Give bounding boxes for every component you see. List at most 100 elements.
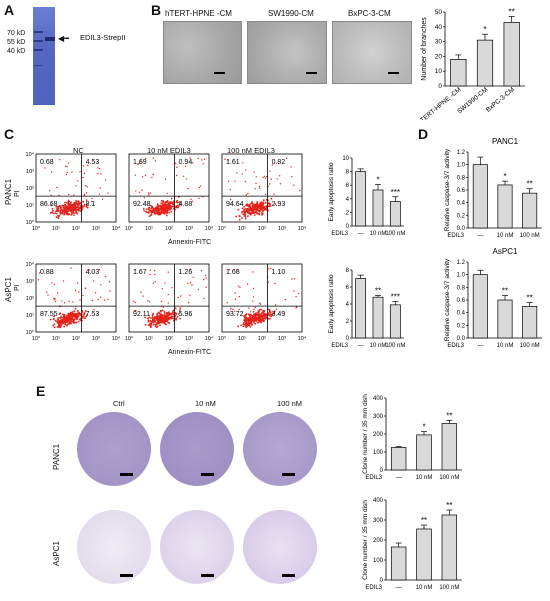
flow-event-dot: [166, 204, 169, 207]
flow-event-dot: [76, 310, 79, 312]
x-decade-label: 10³: [92, 226, 100, 232]
x-category-label: 10 nM: [416, 475, 433, 481]
flow-event-dot: [53, 326, 56, 329]
flow-event-dot: [155, 315, 158, 318]
flow-event-dot: [57, 319, 60, 321]
flow-event-dot: [238, 285, 240, 287]
flow-event-dot: [252, 317, 255, 319]
flow-event-dot: [161, 314, 164, 317]
flow-event-dot: [259, 187, 261, 189]
quadrant-value: 86.68: [40, 201, 58, 208]
flow-event-dot: [268, 313, 271, 316]
y-decade-label: 10³: [26, 169, 34, 175]
flow-event-dot: [104, 275, 107, 278]
flow-event-dot: [66, 205, 69, 208]
flow-event-dot: [265, 205, 268, 207]
x-decade-label: 10°: [32, 226, 40, 232]
tick-label: 0.0: [457, 226, 466, 232]
flow-event-dot: [82, 176, 84, 179]
bar: [522, 305, 538, 339]
flow-event-dot: [175, 205, 178, 208]
flow-event-dot: [63, 315, 65, 318]
flow-event-dot: [242, 213, 245, 215]
flow-event-dot: [142, 295, 144, 297]
flow-event-dot: [148, 207, 150, 210]
flow-event-dot: [59, 325, 62, 327]
flow-event-dot: [91, 197, 93, 200]
flow-event-dot: [65, 208, 67, 210]
flow-event-dot: [66, 318, 69, 320]
flow-event-dot: [72, 211, 75, 214]
flow-event-dot: [160, 210, 162, 213]
flow-event-dot: [270, 197, 273, 200]
flow-event-dot: [263, 313, 265, 315]
tick-label: 0.8: [457, 285, 466, 291]
x-decade-label: 10°: [218, 226, 226, 232]
quadrant-value: 7.53: [86, 311, 100, 318]
flow-event-dot: [77, 180, 79, 182]
flow-event-dot: [236, 269, 238, 271]
flow-event-dot: [76, 316, 79, 319]
bar: [372, 189, 384, 227]
flow-event-dot: [176, 199, 179, 202]
flow-event-dot: [246, 317, 249, 320]
flow-event-dot: [60, 319, 62, 321]
flow-event-dot: [167, 321, 170, 324]
flow-event-dot: [152, 208, 155, 211]
flow-event-dot: [79, 312, 82, 315]
bar: [441, 423, 458, 471]
flow-event-dot: [165, 323, 168, 326]
flow-event-dot: [68, 323, 71, 325]
tick-label: 200: [373, 538, 384, 544]
tick-label: 200: [373, 432, 384, 438]
flow-event-dot: [52, 212, 55, 215]
tick-label: 50: [435, 9, 443, 16]
flow-event-dot: [159, 324, 161, 327]
band-label: EDIL3-StrepII: [80, 33, 126, 42]
flow-event-dot: [247, 215, 249, 217]
x-category-label: 10 nM: [497, 343, 514, 349]
flow-event-dot: [149, 322, 152, 325]
flow-event-dot: [138, 191, 140, 193]
tick-label: 20: [435, 53, 443, 60]
flow-event-dot: [160, 300, 163, 302]
flow-event-dot: [234, 310, 236, 313]
x-decade-label: 10⁴: [205, 225, 214, 232]
flow-event-dot: [176, 315, 179, 318]
flow-event-dot: [227, 159, 229, 161]
flow-event-dot: [187, 187, 189, 190]
flow-event-dot: [52, 318, 55, 321]
flow-event-dot: [65, 213, 68, 215]
scale-bar: [388, 72, 399, 74]
flow-event-dot: [232, 308, 234, 311]
flow-event-dot: [166, 192, 168, 194]
flow-event-dot: [83, 203, 86, 206]
flow-event-dot: [244, 325, 247, 327]
flow-event-dot: [172, 311, 174, 314]
flow-event-dot: [236, 172, 238, 174]
flow-plot-frame: [128, 153, 210, 223]
tick-label: 1.2: [457, 150, 466, 156]
flow-event-dot: [68, 300, 70, 303]
flow-event-dot: [72, 319, 75, 322]
flow-event-dot: [164, 201, 167, 203]
flow-event-dot: [249, 326, 252, 328]
flow-event-dot: [238, 308, 240, 311]
flow-event-dot: [176, 166, 178, 168]
flow-event-dot: [264, 201, 267, 204]
flow-event-dot: [179, 307, 182, 309]
flow-event-dot: [238, 295, 240, 298]
flow-event-dot: [179, 309, 181, 311]
flow-event-dot: [163, 210, 166, 213]
flow-event-dot: [170, 210, 173, 213]
flow-event-dot: [75, 199, 77, 202]
bar: [416, 434, 432, 471]
flow-event-dot: [242, 162, 244, 164]
quadrant-value: 92.48: [133, 201, 151, 208]
tick-label: 300: [373, 518, 384, 524]
gel-image: [33, 7, 55, 105]
flow-event-dot: [78, 291, 80, 293]
flow-event-dot: [167, 318, 170, 320]
flow-event-dot: [269, 183, 271, 185]
flow-event-dot: [71, 171, 73, 173]
